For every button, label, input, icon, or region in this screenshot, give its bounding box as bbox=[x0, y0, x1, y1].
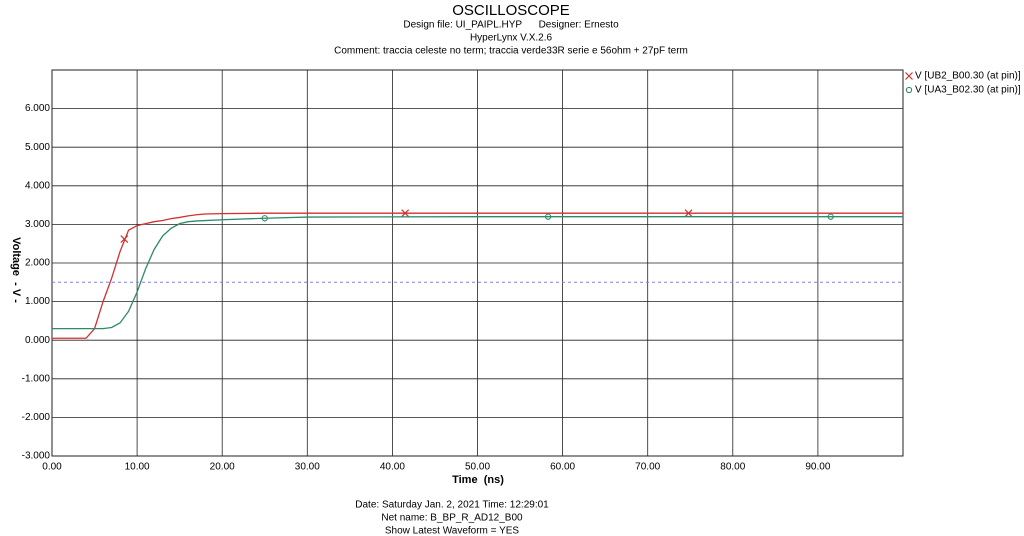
x-tick-label: 80.00 bbox=[720, 462, 745, 473]
y-tick-label: -2.000 bbox=[22, 412, 51, 423]
y-tick-label: 2.000 bbox=[25, 258, 50, 269]
marker bbox=[120, 235, 129, 243]
x-tick-label: 10.00 bbox=[125, 462, 150, 473]
series-line bbox=[52, 212, 903, 339]
y-tick-label: -1.000 bbox=[22, 373, 51, 384]
marker bbox=[684, 209, 693, 218]
subtitle: HyperLynx V.X.2.6 bbox=[470, 33, 553, 44]
marker bbox=[905, 86, 913, 94]
marker bbox=[827, 213, 834, 220]
x-tick-label: 70.00 bbox=[635, 462, 660, 473]
subtitle: Comment: traccia celeste no term; tracci… bbox=[334, 46, 688, 57]
x-tick-label: 90.00 bbox=[805, 462, 830, 473]
chart-title: OSCILLOSCOPE bbox=[452, 2, 570, 19]
subtitle: Design file: UI_PAIPL.HYP Designer: Erne… bbox=[403, 20, 619, 31]
y-tick-label: 4.000 bbox=[25, 180, 50, 191]
marker bbox=[905, 72, 913, 80]
footer: Net name: B_BP_R_AD12_B00 bbox=[381, 513, 523, 524]
y-tick-label: 5.000 bbox=[25, 142, 50, 153]
x-tick-label: 0.00 bbox=[42, 462, 62, 473]
x-tick-label: 60.00 bbox=[550, 462, 575, 473]
x-tick-label: 40.00 bbox=[380, 462, 405, 473]
y-tick-label: 0.000 bbox=[25, 335, 50, 346]
x-tick-label: 30.00 bbox=[295, 462, 320, 473]
legend-label: V [UA3_B02.30 (at pin)] bbox=[915, 85, 1021, 96]
marker bbox=[544, 213, 552, 220]
series-line bbox=[52, 216, 903, 330]
y-tick-label: 1.000 bbox=[25, 296, 50, 307]
marker bbox=[261, 215, 268, 222]
x-tick-label: 50.00 bbox=[465, 462, 490, 473]
y-tick-label: 3.000 bbox=[25, 219, 50, 230]
y-axis-label: Voltage - V - bbox=[10, 237, 22, 303]
x-tick-label: 20.00 bbox=[210, 462, 235, 473]
x-axis-label: Time (ns) bbox=[452, 474, 504, 486]
marker bbox=[401, 209, 410, 218]
footer: Date: Saturday Jan. 2, 2021 Time: 12:29:… bbox=[355, 500, 549, 511]
footer: Show Latest Waveform = YES bbox=[385, 526, 520, 536]
y-tick-label: 6.000 bbox=[25, 103, 50, 114]
y-tick-label: -3.000 bbox=[22, 451, 51, 462]
legend-label: V [UB2_B00.30 (at pin)] bbox=[915, 71, 1021, 82]
